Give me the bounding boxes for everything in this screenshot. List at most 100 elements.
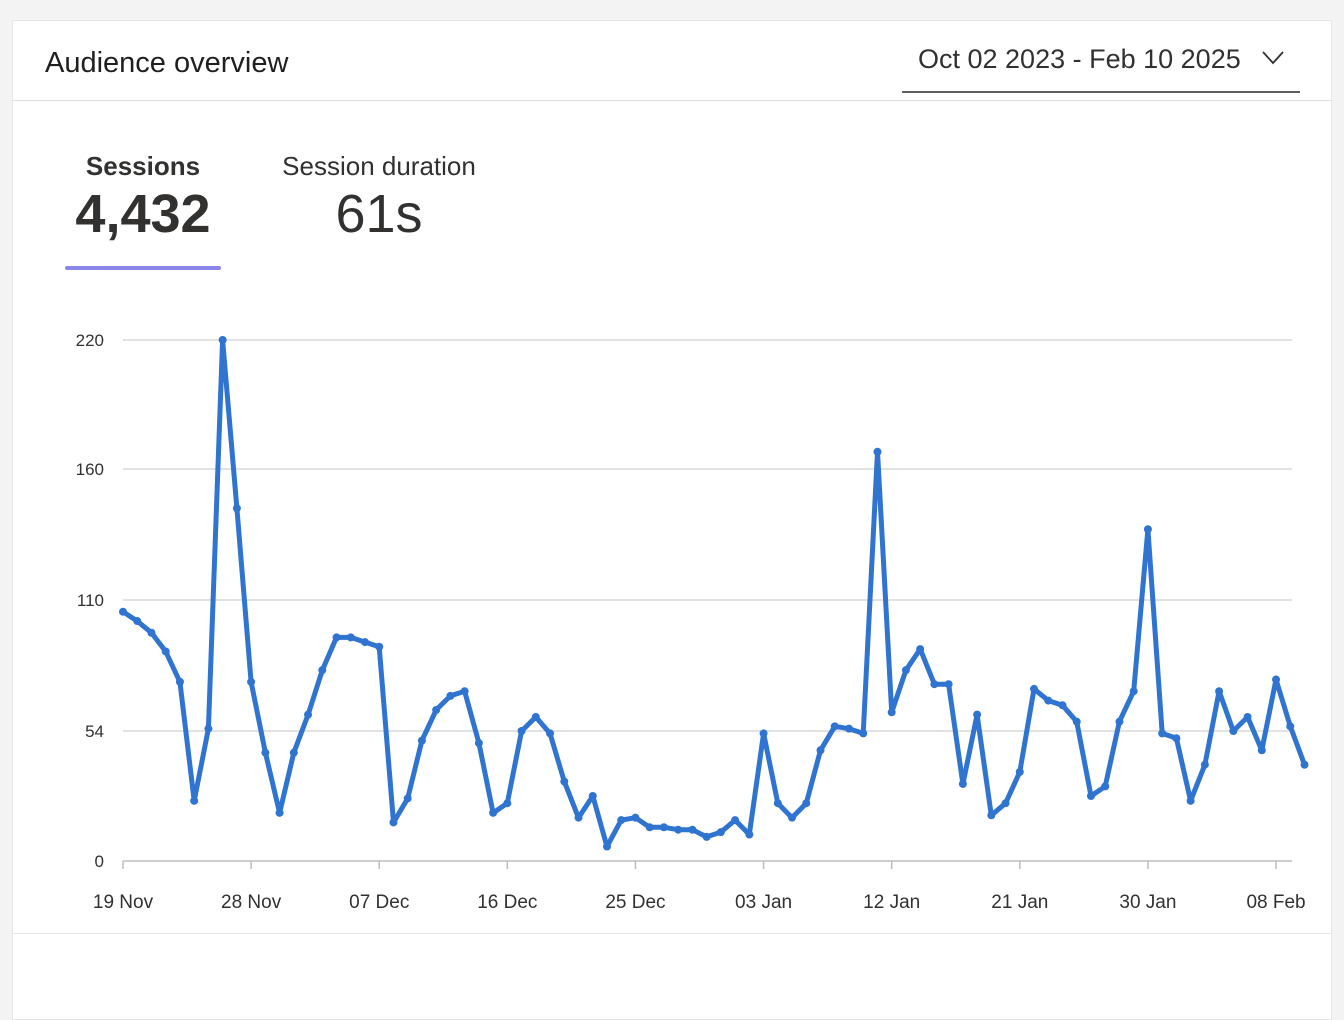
y-tick-label: 110 xyxy=(77,591,104,610)
data-point xyxy=(617,816,626,825)
y-tick-label: 54 xyxy=(85,722,104,741)
y-tick-label: 220 xyxy=(76,331,104,350)
data-point xyxy=(546,729,555,738)
data-point xyxy=(275,808,284,817)
data-point xyxy=(1272,675,1281,684)
data-point xyxy=(1215,687,1224,696)
data-point xyxy=(1229,727,1238,735)
data-point xyxy=(133,617,142,626)
session-duration-metric-tab[interactable]: Session duration 61s xyxy=(269,151,489,243)
data-point xyxy=(1115,717,1124,726)
data-point xyxy=(190,796,199,805)
data-point xyxy=(887,708,896,717)
data-point xyxy=(602,842,611,851)
selected-tab-indicator xyxy=(65,266,221,270)
y-tick-label: 0 xyxy=(95,852,104,871)
data-point xyxy=(1030,684,1039,693)
data-point xyxy=(1243,712,1252,721)
date-range-dropdown[interactable]: Oct 02 2023 - Feb 10 2025 xyxy=(902,21,1300,93)
data-point xyxy=(688,825,697,834)
data-point xyxy=(859,729,868,738)
data-point xyxy=(517,727,526,735)
x-tick-label: 25 Dec xyxy=(605,892,665,913)
data-point xyxy=(346,633,355,642)
x-tick-label: 16 Dec xyxy=(477,892,537,913)
data-point xyxy=(1300,760,1309,769)
data-point xyxy=(1186,796,1195,805)
sessions-series-line xyxy=(120,337,1307,850)
data-point xyxy=(830,722,839,731)
data-point xyxy=(645,823,654,832)
data-point xyxy=(119,607,127,616)
data-point xyxy=(389,818,398,827)
data-point xyxy=(489,808,498,817)
session-duration-label: Session duration xyxy=(282,151,476,181)
data-point xyxy=(788,813,797,822)
y-tick-label: 160 xyxy=(76,460,104,479)
data-point xyxy=(574,813,583,822)
data-point xyxy=(432,705,441,714)
data-point xyxy=(844,724,853,733)
sessions-label: Sessions xyxy=(85,151,201,181)
x-tick-label: 08 Feb xyxy=(1246,892,1305,913)
data-point xyxy=(360,638,369,647)
data-point xyxy=(1286,722,1295,731)
x-tick-label: 21 Jan xyxy=(991,892,1048,913)
data-point xyxy=(802,799,811,808)
data-point xyxy=(901,666,910,675)
data-point xyxy=(531,712,540,721)
data-point xyxy=(916,645,925,654)
data-point xyxy=(1257,746,1266,755)
chevron-down-icon xyxy=(1262,51,1284,65)
x-tick-label: 19 Nov xyxy=(93,892,154,913)
card-title: Audience overview xyxy=(45,47,289,79)
data-point xyxy=(147,628,156,637)
data-point xyxy=(973,710,982,719)
session-duration-value: 61s xyxy=(335,184,423,244)
grid-lines xyxy=(123,339,1292,732)
data-point xyxy=(1001,799,1010,808)
data-point xyxy=(560,777,569,786)
data-point xyxy=(318,666,327,675)
data-point xyxy=(716,828,725,837)
data-point xyxy=(403,794,412,803)
data-point xyxy=(659,823,668,832)
sessions-metric-tab[interactable]: Sessions 4,432 xyxy=(65,151,221,243)
x-axis-ticks: 19 Nov 28 Nov 07 Dec 16 Dec 25 Dec 03 Jan 12 J… xyxy=(93,861,1306,913)
data-point xyxy=(1015,767,1024,776)
data-point xyxy=(304,710,313,719)
data-point xyxy=(247,677,256,686)
data-point xyxy=(944,680,953,689)
data-point xyxy=(218,336,227,344)
data-point xyxy=(375,642,384,651)
sessions-line-chart: 0 54 110 160 220 19 Nov 28 Nov 07 Dec 16 Dec 25 … xyxy=(76,331,1309,913)
data-point xyxy=(1172,734,1181,743)
data-point xyxy=(1058,701,1067,710)
data-point xyxy=(816,746,825,755)
data-point xyxy=(631,813,640,822)
data-point xyxy=(261,748,270,757)
sessions-value: 4,432 xyxy=(75,184,211,244)
data-point xyxy=(204,724,213,733)
data-point xyxy=(1101,782,1110,791)
data-point xyxy=(417,736,426,745)
data-point xyxy=(446,691,455,700)
data-point xyxy=(773,799,782,808)
data-point xyxy=(674,825,683,834)
x-tick-label: 28 Nov xyxy=(221,892,282,913)
data-point xyxy=(332,633,341,642)
data-point xyxy=(289,748,298,757)
date-range-value: Oct 02 2023 - Feb 10 2025 xyxy=(918,44,1241,74)
card-header: Audience overview Oct 02 2023 - Feb 10 2… xyxy=(13,21,1331,101)
data-point xyxy=(731,816,740,825)
data-point xyxy=(1143,525,1152,534)
series-points xyxy=(119,336,1309,851)
data-point xyxy=(175,677,184,686)
data-point xyxy=(873,447,882,456)
data-point xyxy=(1129,687,1138,696)
data-point xyxy=(958,779,967,788)
audience-overview-card: Audience overview Oct 02 2023 - Feb 10 2… xyxy=(12,20,1332,1020)
data-point xyxy=(1158,729,1167,738)
data-point xyxy=(1072,717,1081,726)
x-tick-label: 03 Jan xyxy=(735,892,792,913)
